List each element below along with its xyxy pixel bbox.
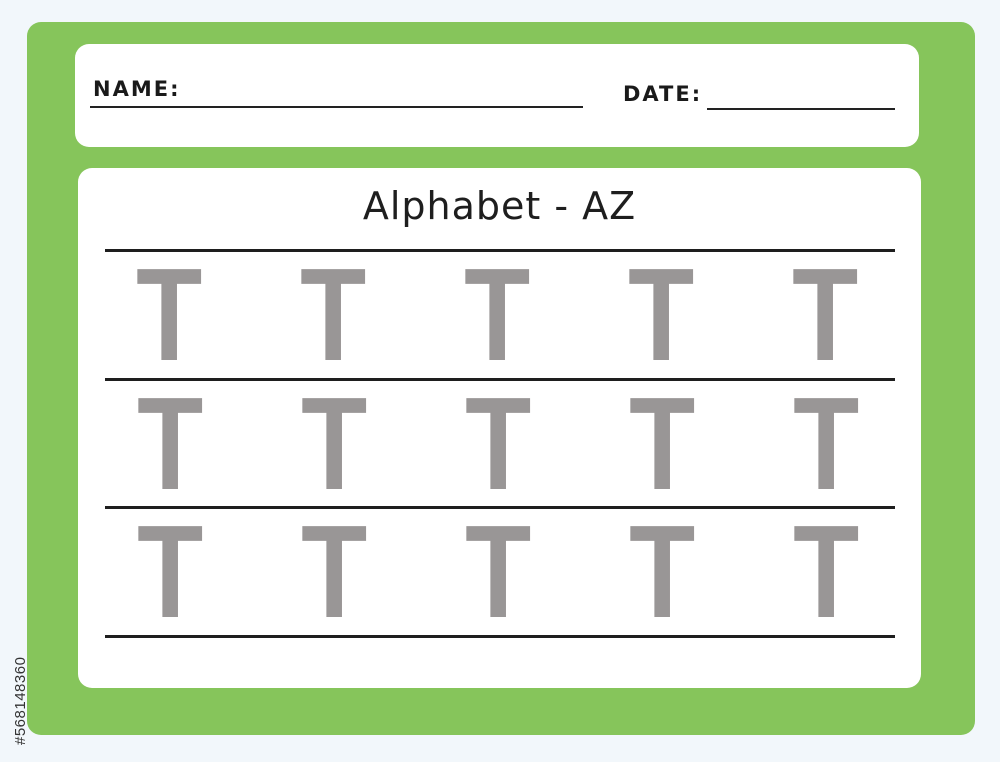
guide-line — [105, 635, 895, 638]
worksheet-title: Alphabet - AZ — [362, 184, 637, 228]
tracing-letter: T — [793, 370, 860, 517]
name-label: NAME: — [93, 77, 181, 101]
tracing-letter: T — [465, 498, 532, 645]
name-field-line[interactable] — [90, 106, 583, 108]
tracing-letter: T — [137, 498, 204, 645]
tracing-letter: T — [629, 498, 696, 645]
tracing-letter: T — [628, 241, 695, 388]
guide-line — [105, 378, 895, 381]
tracing-letter: T — [301, 370, 368, 517]
tracing-letter: T — [465, 370, 532, 517]
tracing-letter: T — [464, 241, 531, 388]
date-label: DATE: — [623, 82, 703, 106]
date-field-line[interactable] — [707, 108, 895, 110]
tracing-letter: T — [300, 241, 367, 388]
tracing-letter: T — [629, 370, 696, 517]
tracing-letter: T — [301, 498, 368, 645]
tracing-letter: T — [137, 370, 204, 517]
guide-line — [105, 506, 895, 509]
tracing-letter: T — [793, 498, 860, 645]
tracing-letter: T — [136, 241, 203, 388]
tracing-letter: T — [792, 241, 859, 388]
stock-id: #568148360 — [12, 656, 29, 745]
header-card: NAME: DATE: — [75, 44, 919, 147]
guide-line — [105, 249, 895, 252]
